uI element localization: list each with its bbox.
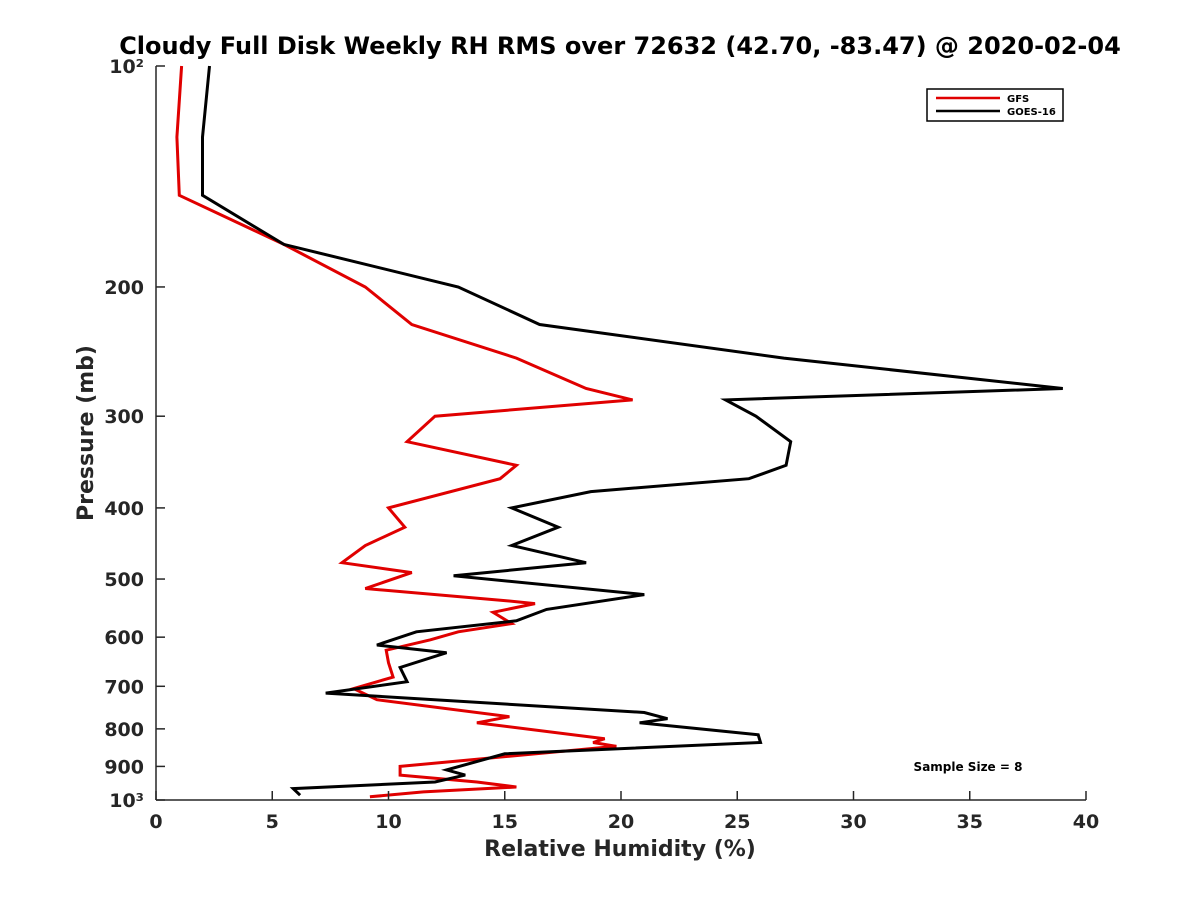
y-axis-label: Pressure (mb) <box>74 345 99 521</box>
y-tick-label: 600 <box>104 627 144 649</box>
x-tick-label: 40 <box>1073 811 1099 833</box>
chart-title: Cloudy Full Disk Weekly RH RMS over 7263… <box>119 32 1121 60</box>
x-axis-label: Relative Humidity (%) <box>484 837 756 862</box>
y-tick-label: 10³ <box>109 790 144 812</box>
y-tick-label: 900 <box>104 756 144 778</box>
x-tick-label: 35 <box>957 811 983 833</box>
series-layer <box>175 65 1063 799</box>
series-line-goes16 <box>201 65 1063 797</box>
x-tick-label: 30 <box>840 811 866 833</box>
plot-area <box>156 66 1086 800</box>
x-tick-label: 25 <box>724 811 750 833</box>
series-line-gfs <box>175 65 633 799</box>
x-tick-label: 10 <box>375 811 401 833</box>
y-tick-label: 10² <box>109 56 144 78</box>
x-tick-label: 20 <box>608 811 634 833</box>
y-tick-label: 500 <box>104 569 144 591</box>
legend: GFS GOES-16 <box>926 88 1064 122</box>
y-tick-label: 400 <box>104 498 144 520</box>
legend-box <box>926 88 1064 122</box>
y-axis-ticks: 10² 200 300 400 500 600 700 800 900 10³ <box>104 56 165 812</box>
x-tick-label: 5 <box>266 811 279 833</box>
y-tick-label: 700 <box>104 676 144 698</box>
legend-label-gfs: GFS <box>1007 94 1029 105</box>
x-axis-ticks: 0 5 10 15 20 25 30 35 40 <box>149 791 1099 833</box>
y-tick-label: 800 <box>104 719 144 741</box>
y-tick-label: 300 <box>104 406 144 428</box>
y-tick-label: 200 <box>104 277 144 299</box>
sample-size-annotation: Sample Size = 8 <box>914 760 1023 774</box>
legend-label-goes16: GOES-16 <box>1007 107 1056 118</box>
x-tick-label: 0 <box>149 811 162 833</box>
x-tick-label: 15 <box>492 811 518 833</box>
